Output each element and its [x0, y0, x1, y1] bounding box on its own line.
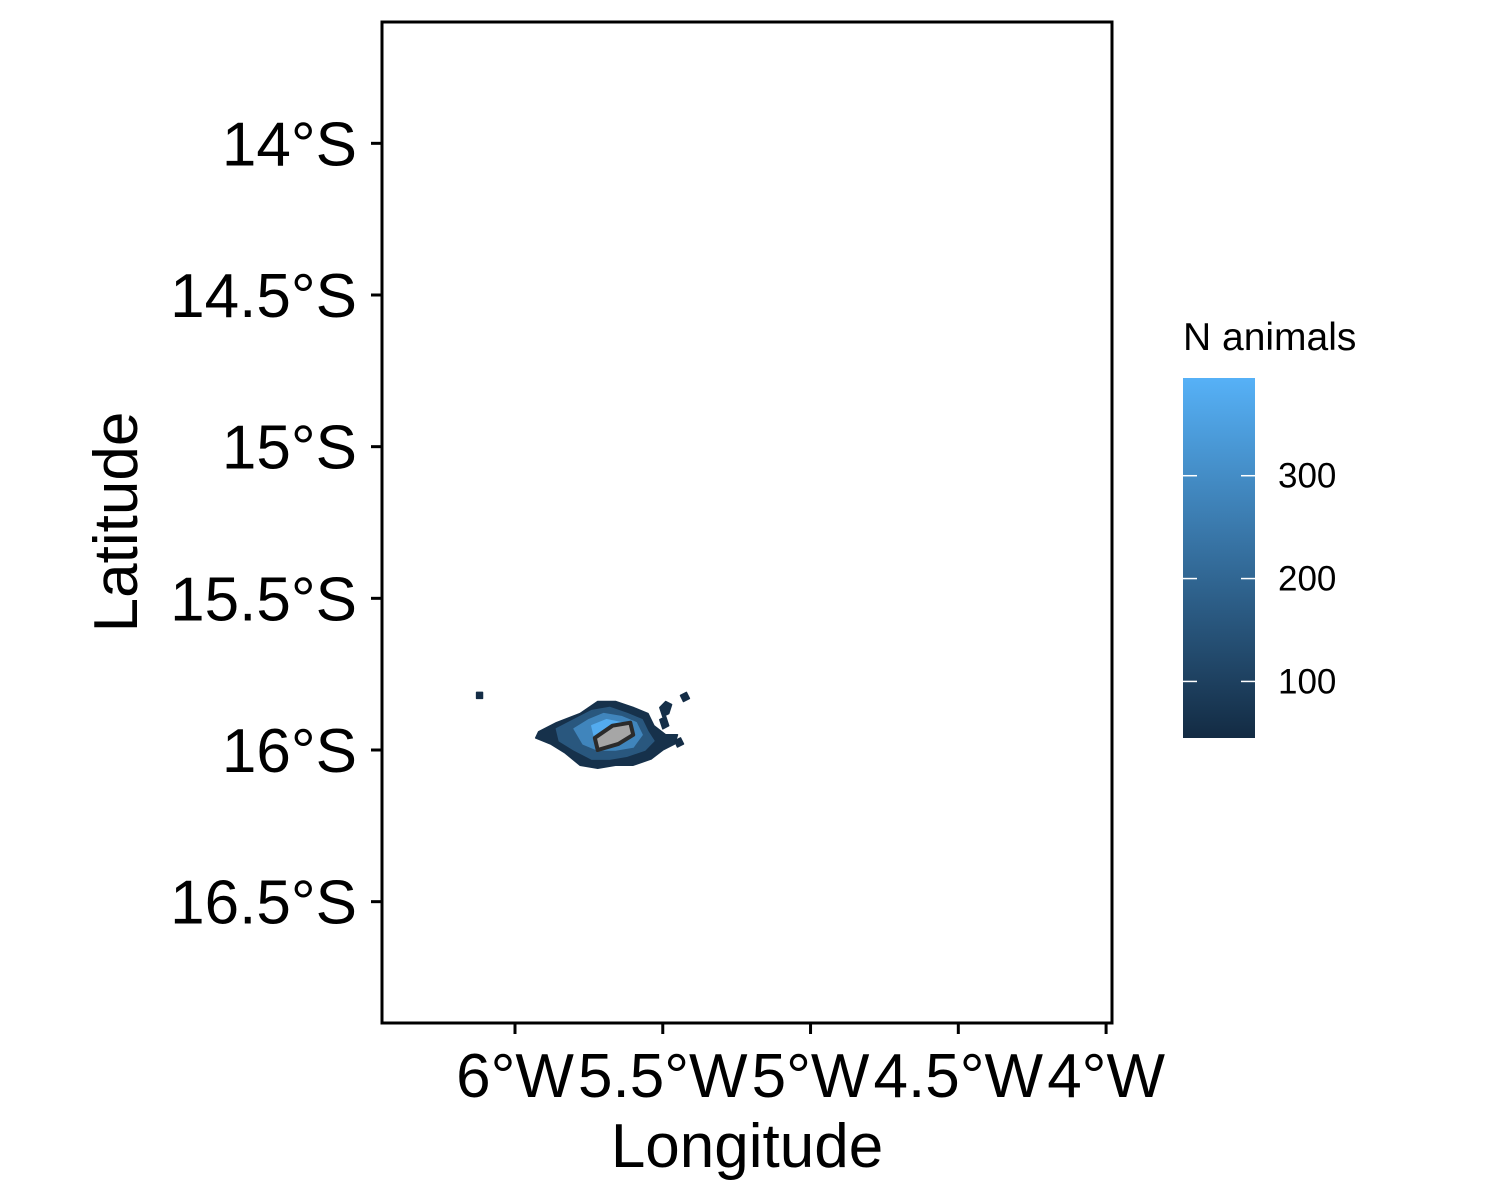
x-tick-label: 4°W: [1047, 1042, 1165, 1111]
density-region: [659, 700, 673, 718]
y-tick-label: 15°S: [222, 414, 357, 483]
legend-breaks: 100 200 300: [1183, 457, 1336, 701]
legend: N animals 100 200 300: [1183, 316, 1356, 738]
x-tick-label: 5°W: [752, 1042, 870, 1111]
density-region: [475, 691, 484, 700]
legend-colorbar: [1183, 378, 1255, 738]
legend-title: N animals: [1183, 316, 1356, 359]
y-tick-label: 14°S: [222, 110, 357, 179]
legend-break-label: 100: [1278, 662, 1336, 701]
plot-panel-border: [380, 20, 1114, 1025]
y-tick-label: 14.5°S: [170, 262, 357, 331]
density-region: [679, 691, 691, 703]
density-region: [673, 737, 685, 748]
legend-break-label: 200: [1278, 560, 1336, 599]
y-tick-label: 16.5°S: [170, 869, 357, 938]
land-layer: [592, 720, 636, 752]
x-tick-label: 6°W: [456, 1042, 574, 1111]
density-layer: [475, 691, 691, 769]
x-tick-label: 4.5°W: [874, 1042, 1044, 1111]
y-tick-label: 16°S: [222, 717, 357, 786]
x-axis-ticks: 6°W 5.5°W 5°W 4.5°W 4°W: [456, 1023, 1165, 1111]
legend-break-label: 300: [1278, 457, 1336, 496]
y-axis-title: Latitude: [82, 412, 151, 633]
island-polygon: [592, 720, 636, 752]
y-axis-ticks: 14°S 14.5°S 15°S 15.5°S 16°S 16.5°S: [170, 110, 382, 938]
y-tick-label: 15.5°S: [170, 565, 357, 634]
x-tick-label: 5.5°W: [578, 1042, 748, 1111]
x-axis-title: Longitude: [611, 1112, 883, 1181]
density-region: [659, 715, 670, 730]
